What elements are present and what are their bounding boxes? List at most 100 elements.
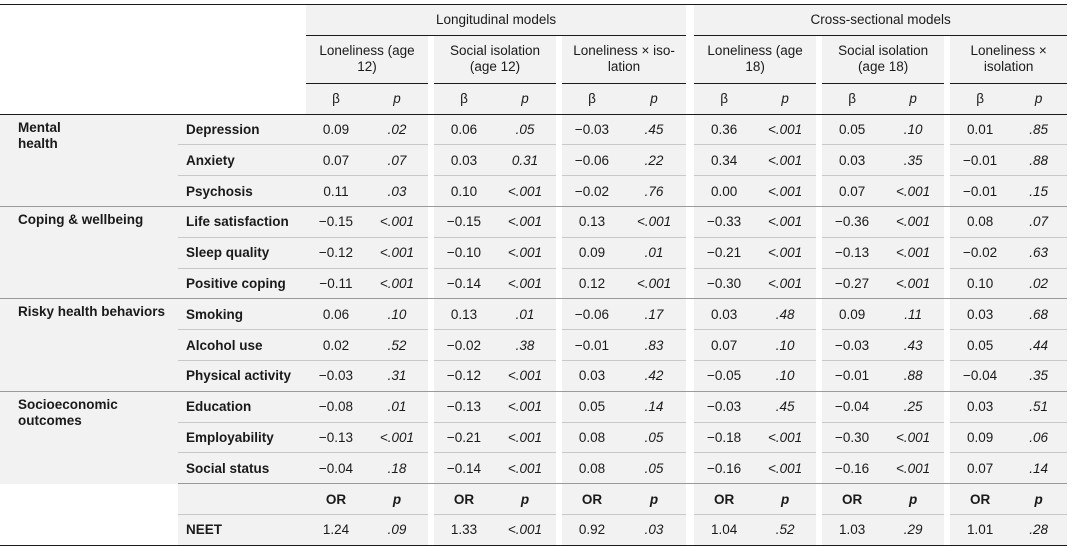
p-value: .22	[622, 144, 687, 176]
p-value: .14	[1010, 452, 1068, 484]
table-row: Mental health Depression 0.09.02 0.06.05 −0.0…	[0, 114, 1068, 207]
p-value: .38	[494, 329, 556, 361]
p-value: .05	[622, 421, 687, 453]
p-value: <.001	[494, 205, 556, 238]
or-label: OR	[306, 483, 366, 515]
beta-value: −0.04	[950, 359, 1011, 392]
p-value: .48	[754, 298, 817, 330]
beta-value: 0.10	[434, 175, 494, 207]
beta-value: −0.01	[950, 144, 1011, 176]
beta-value: −0.11	[306, 267, 366, 299]
beta-value: −0.03	[562, 114, 622, 145]
p-value: <.001	[366, 236, 428, 269]
p-label: p	[622, 483, 687, 515]
beta-value: 0.08	[562, 452, 622, 484]
model-header-line: Loneliness (age	[707, 43, 803, 59]
p-value: <.001	[882, 267, 945, 299]
results-table: Longitudinal models Cross-sectional mode…	[0, 4, 1068, 546]
p-value: <.001	[494, 359, 556, 392]
p-label: p	[882, 483, 945, 515]
beta-value: 0.34	[694, 144, 755, 176]
beta-value: 1.03	[822, 513, 883, 546]
model-header-line: Loneliness × iso-	[573, 43, 675, 59]
p-value: .29	[882, 513, 945, 546]
p-value: .01	[494, 298, 556, 330]
beta-value: −0.13	[434, 390, 494, 423]
p-label: p	[366, 483, 428, 515]
p-value: .05	[494, 114, 556, 145]
model-header-line: Loneliness (age	[319, 43, 415, 59]
beta-value: 0.12	[562, 267, 622, 299]
beta-value: 0.01	[950, 114, 1011, 145]
beta-value: −0.30	[694, 267, 755, 299]
domain-label-line: Socioeconomic	[18, 396, 118, 412]
outcome-label: Alcohol use	[178, 329, 306, 361]
p-value: <.001	[366, 205, 428, 238]
p-value: .83	[622, 329, 687, 361]
p-value: .52	[366, 329, 428, 361]
p-value: .01	[366, 390, 428, 423]
beta-value: 0.00	[694, 175, 755, 207]
group-cross-sectional: Cross-sectional models	[694, 4, 1068, 36]
beta-value: 0.07	[306, 144, 366, 176]
p-value: .45	[622, 114, 687, 145]
p-value: .02	[366, 114, 428, 145]
beta-value: 0.09	[822, 298, 883, 330]
beta-value: −0.13	[822, 236, 883, 269]
p-value: .18	[366, 452, 428, 484]
beta-value: −0.16	[694, 452, 755, 484]
model-header-line: 12)	[357, 59, 377, 75]
model-header: Loneliness (age 12)	[306, 35, 428, 84]
model-header-line: (age 12)	[469, 59, 521, 75]
p-value: <.001	[754, 421, 817, 453]
outcome-label: Anxiety	[178, 144, 306, 176]
beta-value: 0.03	[950, 298, 1011, 330]
outcome-label: Physical activity	[178, 359, 306, 392]
p-label: p	[1010, 483, 1068, 515]
beta-value: −0.03	[694, 390, 755, 423]
beta-value: −0.15	[306, 205, 366, 238]
beta-label: β	[822, 83, 883, 115]
beta-label: β	[434, 83, 494, 115]
beta-value: −0.15	[434, 205, 494, 238]
outcome-label: Psychosis	[178, 175, 306, 207]
beta-value: 1.33	[434, 513, 494, 546]
beta-value: −0.02	[562, 175, 622, 207]
outcome-label: Sleep quality	[178, 236, 306, 269]
table-row: NEET 1.24.09 1.33 <.001 0.92.03 1.04.52 1.03.2…	[0, 513, 1068, 546]
beta-label: β	[694, 83, 755, 115]
outcome-label: Positive coping	[178, 267, 306, 299]
or-label: OR	[434, 483, 494, 515]
p-value: .44	[1010, 329, 1068, 361]
outcome-label: Social status	[178, 452, 306, 484]
beta-value: 0.05	[562, 390, 622, 423]
beta-value: −0.14	[434, 452, 494, 484]
outcome-label: Education	[178, 390, 306, 423]
beta-value: −0.06	[562, 144, 622, 176]
p-label: p	[882, 83, 945, 115]
p-value: .10	[754, 359, 817, 392]
beta-value: 0.06	[434, 114, 494, 145]
beta-value: 0.08	[562, 421, 622, 453]
beta-value: 0.03	[434, 144, 494, 176]
outcome-label: Smoking	[178, 298, 306, 330]
p-label: p	[366, 83, 428, 115]
beta-value: −0.13	[306, 421, 366, 453]
p-value: .88	[1010, 144, 1068, 176]
p-value: <.001	[754, 144, 817, 176]
p-label: p	[494, 83, 556, 115]
outcome-label: NEET	[178, 513, 306, 546]
domain-label: Mental health	[0, 114, 178, 207]
model-header-line: (age 18)	[857, 59, 909, 75]
table-row: Employability −0.13 <.001 −0.21 <.001 0.08.05…	[0, 421, 1068, 453]
model-header: Loneliness × isolation	[950, 35, 1068, 84]
beta-value: −0.12	[306, 236, 366, 269]
table-row: Social status −0.04.18 −0.14 <.001 0.08.05 −0…	[0, 452, 1068, 484]
beta-value: 0.36	[694, 114, 755, 145]
beta-value: −0.03	[306, 359, 366, 392]
domain-label: Coping & wellbeing	[0, 205, 178, 299]
beta-value: 0.07	[950, 452, 1011, 484]
p-value: <.001	[882, 452, 945, 484]
table-row: Physical activity −0.03.31 −0.12 <.001 0.03.…	[0, 359, 1068, 392]
beta-label: β	[950, 83, 1011, 115]
